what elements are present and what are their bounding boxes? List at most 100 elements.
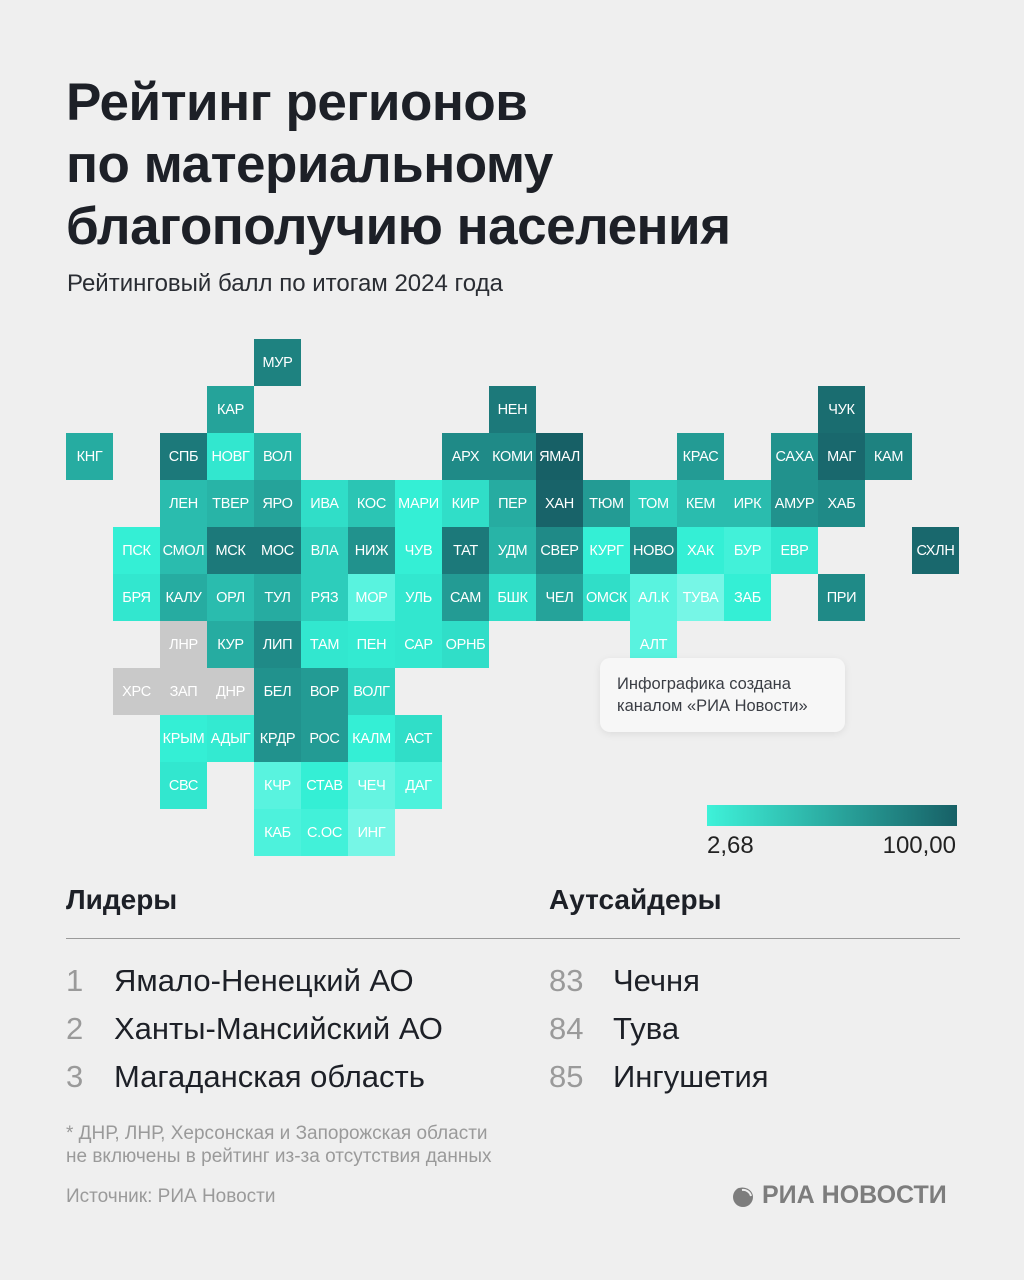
region-tile: ОМСК (583, 574, 630, 621)
region-tile: ХРС (113, 668, 160, 715)
leader-name: Ямало-Ненецкий АО (114, 963, 414, 998)
region-tile: БУР (724, 527, 771, 574)
region-tile: НЕН (489, 386, 536, 433)
outsider-rank: 83 (549, 963, 584, 998)
region-tile: С.ОС (301, 809, 348, 856)
ria-logo: РИА НОВОСТИ (730, 1181, 947, 1210)
outsider-rank: 85 (549, 1059, 584, 1094)
region-tile: ЛЕН (160, 480, 207, 527)
region-tile: СХЛН (912, 527, 959, 574)
region-tile: СТАВ (301, 762, 348, 809)
region-tile: ХАН (536, 480, 583, 527)
region-tile: ТУВА (677, 574, 724, 621)
footnote-line: * ДНР, ЛНР, Херсонская и Запорожская обл… (66, 1123, 488, 1144)
region-tile: КОМИ (489, 433, 536, 480)
source-label: Источник: РИА Новости (66, 1186, 276, 1207)
region-tile: БЕЛ (254, 668, 301, 715)
region-tile: ИРК (724, 480, 771, 527)
region-tile: ЧЕЧ (348, 762, 395, 809)
outsider-rank: 84 (549, 1011, 584, 1046)
region-tile: КАР (207, 386, 254, 433)
region-tile: КАЛМ (348, 715, 395, 762)
region-tile: ТОМ (630, 480, 677, 527)
region-tile: ХАБ (818, 480, 865, 527)
region-tile: ЕВР (771, 527, 818, 574)
region-tile: КРАС (677, 433, 724, 480)
region-tile: ДАГ (395, 762, 442, 809)
title-line: Рейтинг регионов (66, 73, 528, 132)
tile-map: МУР КАР НЕН ЧУК КНГ СПБ НОВГ ВОЛ АРХ КОМИ ЯМАЛ КРАС… (66, 339, 959, 856)
leader-rank: 1 (66, 963, 84, 998)
region-tile: ВОЛ (254, 433, 301, 480)
region-tile: МАРИ (395, 480, 442, 527)
region-tile: МОС (254, 527, 301, 574)
region-tile: УЛЬ (395, 574, 442, 621)
outsider-name: Тува (613, 1011, 680, 1046)
page-title: Рейтинг регионов по материальному благоп… (66, 72, 731, 258)
region-tile: КУРГ (583, 527, 630, 574)
region-tile: САР (395, 621, 442, 668)
region-tile: БШК (489, 574, 536, 621)
region-tile: ТВЕР (207, 480, 254, 527)
region-tile: КНГ (66, 433, 113, 480)
leader-rank: 3 (66, 1059, 84, 1094)
region-tile: РОС (301, 715, 348, 762)
note-line: Инфографика создана (617, 675, 791, 693)
region-tile: КИР (442, 480, 489, 527)
region-tile: ОРЛ (207, 574, 254, 621)
region-tile: КАМ (865, 433, 912, 480)
region-tile: АДЫГ (207, 715, 254, 762)
region-tile: КАЛУ (160, 574, 207, 621)
region-tile: ИВА (301, 480, 348, 527)
color-scale-min: 2,68 (707, 832, 754, 859)
region-tile: АРХ (442, 433, 489, 480)
subtitle: Рейтинговый балл по итогам 2024 года (67, 270, 503, 297)
region-tile: АМУР (771, 480, 818, 527)
footnote: * ДНР, ЛНР, Херсонская и Запорожская обл… (66, 1122, 492, 1168)
region-tile: ВОР (301, 668, 348, 715)
region-tile: ТУЛ (254, 574, 301, 621)
leaders-heading: Лидеры (66, 884, 178, 915)
outsider-name: Ингушетия (613, 1059, 769, 1094)
region-tile: СПБ (160, 433, 207, 480)
note-line: каналом «РИА Новости» (617, 697, 808, 715)
leader-rank: 2 (66, 1011, 84, 1046)
region-tile: ЗАБ (724, 574, 771, 621)
region-tile: ЛИП (254, 621, 301, 668)
logo-text: РИА НОВОСТИ (762, 1181, 947, 1209)
region-tile: ЗАП (160, 668, 207, 715)
region-tile: КЧР (254, 762, 301, 809)
region-tile: ХАК (677, 527, 724, 574)
region-tile: МОР (348, 574, 395, 621)
globe-logo-icon (733, 1185, 755, 1207)
region-tile: ЧУВ (395, 527, 442, 574)
region-tile: ПРИ (818, 574, 865, 621)
region-tile: ЯМАЛ (536, 433, 583, 480)
region-tile: ИНГ (348, 809, 395, 856)
region-tile: СМОЛ (160, 527, 207, 574)
region-tile: НИЖ (348, 527, 395, 574)
region-tile: КУР (207, 621, 254, 668)
region-tile: СВС (160, 762, 207, 809)
leader-name: Магаданская область (114, 1059, 425, 1094)
region-tile: КАБ (254, 809, 301, 856)
region-tile: НОВГ (207, 433, 254, 480)
region-tile: БРЯ (113, 574, 160, 621)
region-tile: МСК (207, 527, 254, 574)
attribution-note: Инфографика создана каналом «РИА Новости… (600, 658, 845, 732)
region-tile: МАГ (818, 433, 865, 480)
region-tile: САМ (442, 574, 489, 621)
region-tile: СВЕР (536, 527, 583, 574)
title-line: благополучию населения (66, 197, 731, 256)
region-tile: ЛНР (160, 621, 207, 668)
region-tile: ТАМ (301, 621, 348, 668)
region-tile: ПЕР (489, 480, 536, 527)
color-scale-bar (707, 805, 957, 826)
region-tile: ВОЛГ (348, 668, 395, 715)
outsiders-heading: Аутсайдеры (549, 884, 722, 915)
region-tile: ДНР (207, 668, 254, 715)
title-line: по материальному (66, 135, 553, 194)
region-tile: КРДР (254, 715, 301, 762)
region-tile: РЯЗ (301, 574, 348, 621)
region-tile: ЯРО (254, 480, 301, 527)
